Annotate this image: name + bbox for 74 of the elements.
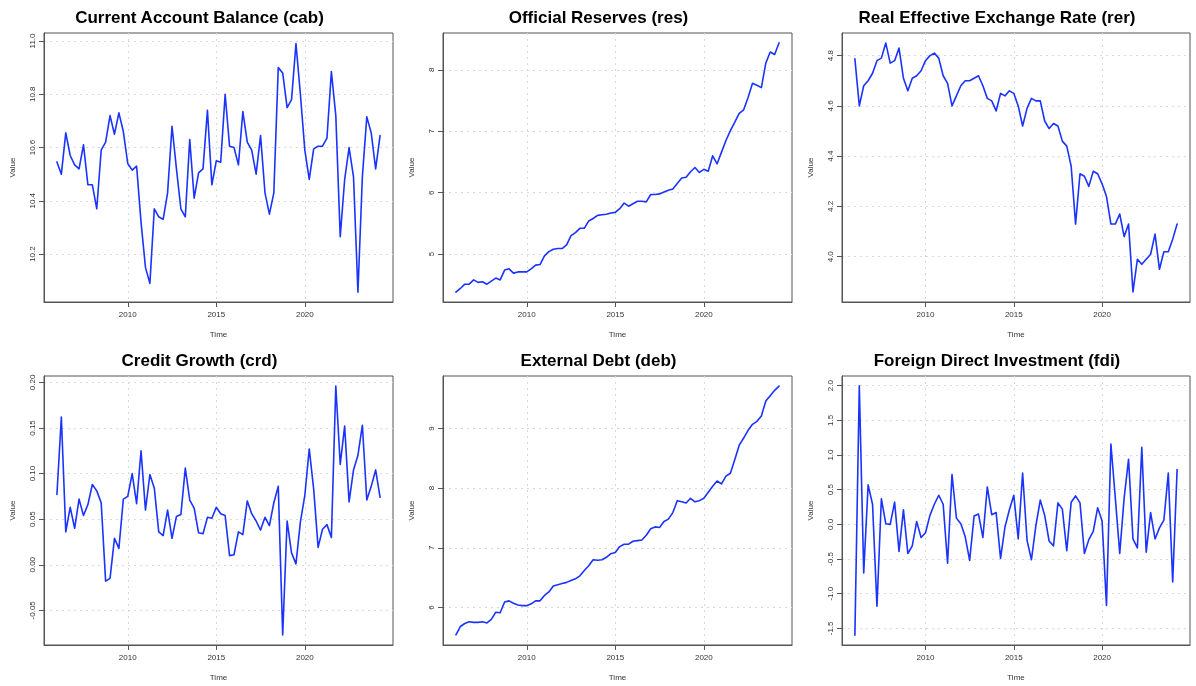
x-tick-label: 2010 bbox=[916, 652, 935, 662]
x-axis-title: Time bbox=[608, 672, 627, 682]
y-tick-label: 6 bbox=[426, 189, 436, 195]
y-tick-label: -1.0 bbox=[825, 586, 835, 601]
x-tick-label: 2015 bbox=[1004, 309, 1024, 319]
y-tick-label: 8 bbox=[426, 67, 436, 73]
y-tick-label: 0.20 bbox=[27, 374, 37, 391]
x-axis-title: Time bbox=[209, 672, 228, 682]
y-tick-label: 4.2 bbox=[825, 200, 835, 213]
y-tick-label: 1.5 bbox=[825, 414, 835, 426]
line-series bbox=[854, 384, 1178, 637]
chart-title: Real Effective Exchange Rate (rer) bbox=[858, 8, 1136, 27]
y-axis-title: Value bbox=[406, 157, 416, 178]
x-tick-label: 2015 bbox=[606, 652, 625, 662]
y-tick-label: 4.0 bbox=[825, 250, 835, 263]
x-tick-label: 2015 bbox=[606, 309, 625, 319]
x-tick-label: 2010 bbox=[517, 309, 537, 319]
x-tick-label: 2015 bbox=[207, 652, 226, 662]
y-axis-title: Value bbox=[805, 500, 815, 521]
y-tick-label: 0.10 bbox=[27, 465, 37, 482]
chart-title: Foreign Direct Investment (fdi) bbox=[873, 351, 1121, 370]
y-axis-title: Value bbox=[7, 500, 17, 521]
y-tick-label: 4.6 bbox=[825, 99, 835, 112]
y-tick-label: 10.8 bbox=[27, 85, 37, 103]
y-tick-label: 8 bbox=[426, 485, 436, 491]
y-tick-label: 1.0 bbox=[825, 448, 835, 461]
x-tick-label: 2010 bbox=[517, 652, 537, 662]
line-series bbox=[56, 42, 381, 293]
y-tick-label: 4.8 bbox=[825, 49, 835, 62]
x-axis-title: Time bbox=[608, 329, 627, 339]
y-tick-label: 6 bbox=[426, 604, 436, 610]
chart-title: Official Reserves (res) bbox=[508, 8, 689, 27]
y-tick-label: -1.5 bbox=[825, 620, 835, 636]
y-tick-label: 5 bbox=[426, 251, 436, 257]
x-tick-label: 2010 bbox=[118, 309, 138, 319]
x-tick-label: 2020 bbox=[295, 309, 315, 319]
y-tick-label: 4.4 bbox=[825, 150, 835, 162]
y-axis-title: Value bbox=[7, 157, 17, 178]
line-series bbox=[455, 42, 780, 293]
line-series bbox=[56, 385, 381, 636]
y-tick-label: 7 bbox=[426, 128, 436, 134]
y-tick-label: 10.4 bbox=[27, 192, 37, 209]
x-tick-label: 2020 bbox=[1093, 309, 1112, 319]
y-tick-label: 10.6 bbox=[27, 139, 37, 156]
y-axis-title: Value bbox=[805, 157, 815, 178]
x-tick-label: 2020 bbox=[295, 652, 315, 662]
y-tick-label: 0.0 bbox=[825, 518, 835, 530]
x-axis-title: Time bbox=[1007, 329, 1026, 339]
y-tick-label: 10.2 bbox=[27, 245, 37, 262]
x-tick-label: 2010 bbox=[118, 652, 138, 662]
x-axis-title: Time bbox=[209, 329, 228, 339]
chart-title: Current Account Balance (cab) bbox=[75, 8, 324, 27]
x-tick-label: 2020 bbox=[694, 309, 714, 319]
x-tick-label: 2020 bbox=[694, 652, 714, 662]
y-tick-label: -0.05 bbox=[27, 600, 37, 620]
y-tick-label: 0.15 bbox=[27, 419, 37, 436]
y-tick-label: 7 bbox=[426, 545, 436, 550]
y-tick-label: 2.0 bbox=[825, 379, 835, 392]
x-tick-label: 2015 bbox=[1004, 652, 1024, 662]
y-tick-label: 9 bbox=[426, 425, 436, 431]
x-tick-label: 2020 bbox=[1093, 652, 1112, 662]
line-series bbox=[854, 42, 1178, 293]
y-axis-title: Value bbox=[406, 500, 416, 521]
x-tick-label: 2015 bbox=[207, 309, 226, 319]
line-series bbox=[455, 385, 780, 636]
y-tick-label: 0.5 bbox=[825, 483, 835, 496]
y-tick-label: 0.05 bbox=[27, 510, 37, 527]
chart-title: Credit Growth (crd) bbox=[121, 351, 278, 370]
x-tick-label: 2010 bbox=[916, 309, 935, 319]
chart-title: External Debt (deb) bbox=[520, 351, 677, 370]
y-tick-label: 0.00 bbox=[27, 556, 37, 573]
x-axis-title: Time bbox=[1007, 672, 1026, 682]
y-tick-label: -0.5 bbox=[825, 551, 835, 566]
y-tick-label: 11.0 bbox=[27, 32, 37, 49]
